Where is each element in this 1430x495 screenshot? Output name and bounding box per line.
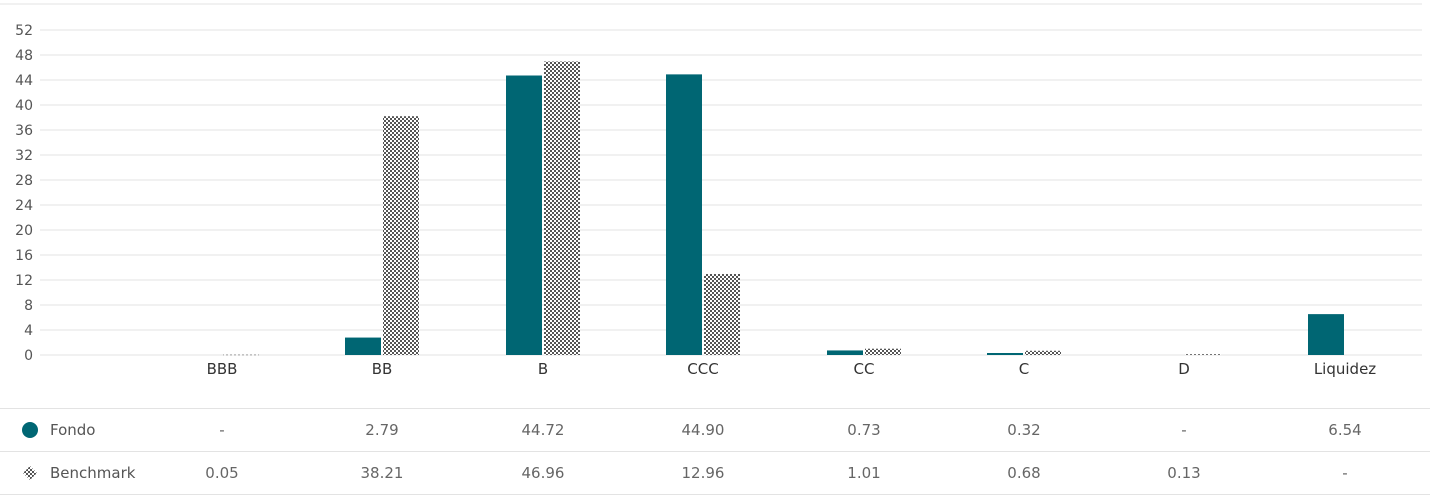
- table-row-benchmark: Benchmark 0.05 38.21 46.96 12.96 1.01 0.…: [0, 451, 1430, 495]
- x-tick-label: D: [1178, 360, 1190, 378]
- y-tick-label: 52: [15, 23, 33, 39]
- legend-benchmark[interactable]: Benchmark: [22, 452, 135, 494]
- y-tick-label: 8: [24, 298, 33, 314]
- data-table: Fondo - 2.79 44.72 44.90 0.73 0.32 - 6.5…: [0, 408, 1430, 495]
- x-tick-label: C: [1019, 360, 1029, 378]
- legend-label-benchmark: Benchmark: [50, 464, 136, 482]
- legend-fondo[interactable]: Fondo: [22, 409, 95, 451]
- bar-benchmark-cc[interactable]: [865, 348, 901, 355]
- checker-pattern-icon: [23, 466, 37, 480]
- table-cell: 46.96: [521, 464, 565, 482]
- table-row-fondo: Fondo - 2.79 44.72 44.90 0.73 0.32 - 6.5…: [0, 408, 1430, 451]
- bar-benchmark-ccc[interactable]: [704, 274, 740, 355]
- y-tick-label: 48: [15, 48, 33, 64]
- y-tick-label: 20: [15, 223, 33, 239]
- y-tick-label: 40: [15, 98, 33, 114]
- table-cell: 44.72: [521, 421, 565, 439]
- bar-benchmark-b[interactable]: [544, 61, 580, 356]
- y-tick-label: 4: [24, 323, 33, 339]
- bar-benchmark-bbb[interactable]: [223, 354, 259, 356]
- x-tick-label: Liquidez: [1314, 360, 1376, 378]
- bar-fondo-c[interactable]: [987, 353, 1023, 355]
- table-cell: -: [1342, 464, 1348, 482]
- table-cell: -: [219, 421, 225, 439]
- table-cell: 1.01: [847, 464, 881, 482]
- table-cell: 38.21: [360, 464, 404, 482]
- y-tick-label: 28: [15, 173, 33, 189]
- x-tick-label: CC: [854, 360, 875, 378]
- y-tick-label: 24: [15, 198, 33, 214]
- table-cell: 44.90: [681, 421, 725, 439]
- y-tick-label: 32: [15, 148, 33, 164]
- table-cell: 0.68: [1007, 464, 1041, 482]
- table-cell: 0.32: [1007, 421, 1041, 439]
- table-cell: 0.05: [205, 464, 239, 482]
- table-cell: 6.54: [1328, 421, 1362, 439]
- table-cell: 0.13: [1167, 464, 1201, 482]
- bar-fondo-cc[interactable]: [827, 350, 863, 355]
- bar-benchmark-c[interactable]: [1025, 350, 1061, 355]
- table-cell: 2.79: [365, 421, 399, 439]
- x-axis-labels: BBB BB B CCC CC C D Liquidez: [207, 360, 1377, 378]
- bar-fondo-ccc[interactable]: [666, 74, 702, 355]
- y-tick-label: 16: [15, 248, 33, 264]
- y-tick-label: 12: [15, 273, 33, 289]
- x-tick-label: B: [538, 360, 548, 378]
- y-tick-label: 0: [24, 348, 33, 364]
- bar-fondo-bb[interactable]: [345, 337, 381, 355]
- bars: [223, 61, 1344, 356]
- bar-fondo-b[interactable]: [506, 75, 542, 356]
- bar-benchmark-bb[interactable]: [383, 116, 419, 355]
- bar-benchmark-d[interactable]: [1185, 354, 1221, 355]
- x-tick-label: BBB: [207, 360, 238, 378]
- x-tick-label: BB: [372, 360, 393, 378]
- x-tick-label: CCC: [687, 360, 718, 378]
- table-cell: -: [1181, 421, 1187, 439]
- y-tick-label: 36: [15, 123, 33, 139]
- legend-label-fondo: Fondo: [50, 421, 96, 439]
- table-cell: 0.73: [847, 421, 881, 439]
- filled-circle-icon: [22, 422, 38, 438]
- table-cell: 12.96: [681, 464, 725, 482]
- y-tick-label: 44: [15, 73, 33, 89]
- bar-fondo-liquidez[interactable]: [1308, 314, 1344, 355]
